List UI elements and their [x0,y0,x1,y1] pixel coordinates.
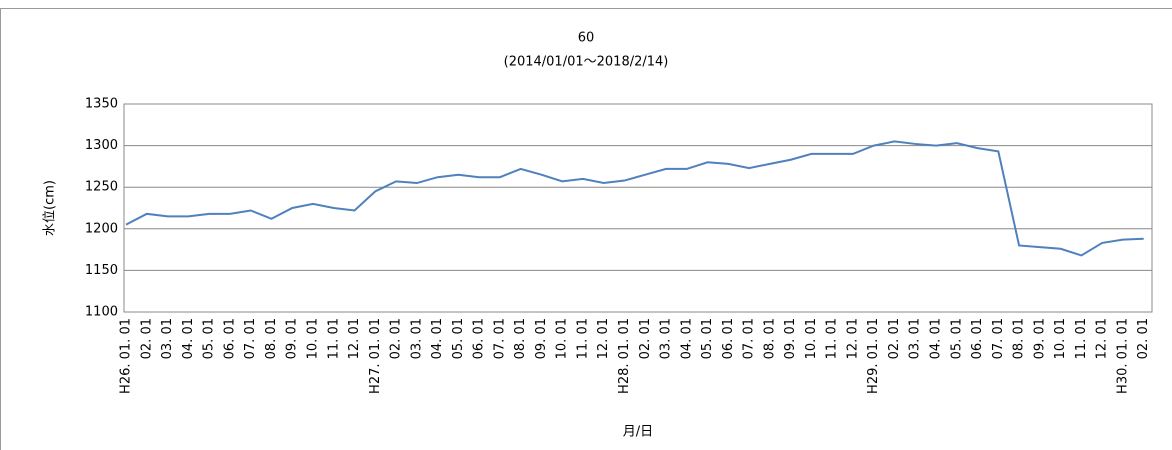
plot-area [123,103,1153,313]
x-tick-label: 10. 01 [555,318,570,359]
x-tick-label: 08. 01 [1012,318,1027,359]
x-tick-label: 02. 01 [139,318,154,359]
x-tick-label: 05. 01 [700,318,715,359]
x-tick-label: 06. 01 [721,318,736,359]
x-tick-label: 08. 01 [762,318,777,359]
x-tick-label: 02. 01 [638,318,653,359]
x-tick-label: H26. 01. 01 [119,318,134,394]
x-tick-label: 05. 01 [202,318,217,359]
x-tick-label: H30. 01. 01 [1115,318,1130,394]
x-tick-label: 04. 01 [430,318,445,359]
x-tick-label: 06. 01 [222,318,237,359]
x-tick-label: 04. 01 [679,318,694,359]
x-tick-label: 03. 01 [409,318,424,359]
x-tick-label: 09. 01 [783,318,798,359]
x-tick-label: 05. 01 [949,318,964,359]
y-tick-label: 1350 [85,97,118,112]
x-tick-label: 05. 01 [451,318,466,359]
x-tick-label: 08. 01 [513,318,528,359]
x-tick-label: 07. 01 [492,318,507,359]
x-tick-label: 06. 01 [970,318,985,359]
x-tick-label: 09. 01 [1032,318,1047,359]
x-axis-label: 月/日 [623,425,653,440]
x-tick-label: 07. 01 [991,318,1006,359]
y-tick-label: 1300 [85,138,118,153]
x-tick-label: H29. 01. 01 [866,318,881,394]
x-tick-label: 08. 01 [264,318,279,359]
x-tick-label: 07. 01 [243,318,258,359]
x-tick-label: 02. 01 [1136,318,1151,359]
y-tick-label: 1100 [85,305,118,320]
y-tick-label: 1150 [85,263,118,278]
x-tick-label: 09. 01 [534,318,549,359]
x-tick-label: 06. 01 [472,318,487,359]
x-tick-label: H27. 01. 01 [368,318,383,394]
x-tick-label: 11. 01 [326,318,341,359]
x-tick-label: 09. 01 [285,318,300,359]
x-tick-label: 12. 01 [596,318,611,359]
x-tick-label: 03. 01 [908,318,923,359]
chart-title: 60 [578,31,595,46]
x-tick-label: 12. 01 [845,318,860,359]
x-tick-label: 02. 01 [389,318,404,359]
frame [0,8,1172,450]
y-tick-label: 1250 [85,180,118,195]
data-line [125,140,1144,257]
x-tick-label: 12. 01 [1095,318,1110,359]
x-tick-label: 11. 01 [825,318,840,359]
x-tick-label: 04. 01 [181,318,196,359]
x-tick-label: 10. 01 [305,318,320,359]
x-tick-label: 03. 01 [659,318,674,359]
x-tick-label: 02. 01 [887,318,902,359]
chart-subtitle: (2014/01/01～2018/2/14) [504,55,669,70]
y-axis-label: 水位(cm) [43,180,58,236]
x-tick-label: 11. 01 [575,318,590,359]
x-tick-label: 12. 01 [347,318,362,359]
x-tick-label: 04. 01 [929,318,944,359]
x-tick-label: 11. 01 [1074,318,1089,359]
x-tick-label: H28. 01. 01 [617,318,632,394]
x-tick-label: 10. 01 [1053,318,1068,359]
x-tick-label: 03. 01 [160,318,175,359]
x-tick-label: 07. 01 [742,318,757,359]
x-tick-label: 10. 01 [804,318,819,359]
y-tick-label: 1200 [85,221,118,236]
